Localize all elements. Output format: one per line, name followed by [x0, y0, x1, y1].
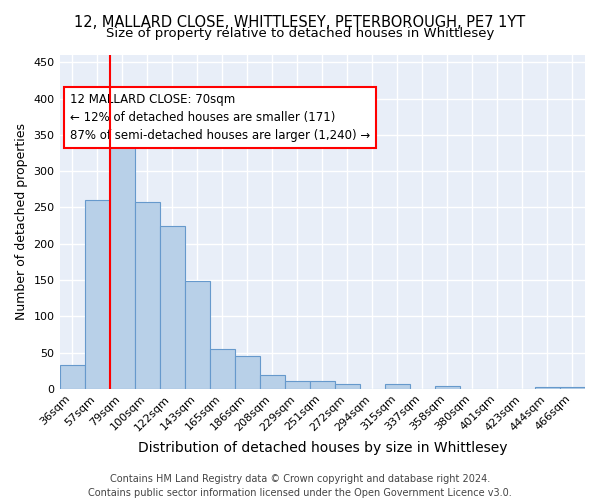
- Bar: [285, 381, 310, 389]
- Y-axis label: Number of detached properties: Number of detached properties: [15, 124, 28, 320]
- Bar: [335, 384, 360, 389]
- X-axis label: Distribution of detached houses by size in Whittlesey: Distribution of detached houses by size …: [137, 441, 507, 455]
- Text: Size of property relative to detached houses in Whittlesey: Size of property relative to detached ho…: [106, 28, 494, 40]
- Bar: [260, 375, 285, 389]
- Bar: [385, 384, 410, 389]
- Bar: [85, 200, 110, 389]
- Bar: [134, 202, 160, 389]
- Bar: [535, 386, 560, 389]
- Bar: [235, 356, 260, 389]
- Bar: [209, 349, 235, 389]
- Bar: [185, 282, 209, 389]
- Bar: [110, 126, 134, 389]
- Bar: [160, 226, 185, 389]
- Text: 12, MALLARD CLOSE, WHITTLESEY, PETERBOROUGH, PE7 1YT: 12, MALLARD CLOSE, WHITTLESEY, PETERBORO…: [74, 15, 526, 30]
- Bar: [560, 386, 585, 389]
- Bar: [435, 386, 460, 389]
- Bar: [59, 365, 85, 389]
- Bar: [310, 381, 335, 389]
- Text: Contains HM Land Registry data © Crown copyright and database right 2024.
Contai: Contains HM Land Registry data © Crown c…: [88, 474, 512, 498]
- Text: 12 MALLARD CLOSE: 70sqm
← 12% of detached houses are smaller (171)
87% of semi-d: 12 MALLARD CLOSE: 70sqm ← 12% of detache…: [70, 94, 370, 142]
